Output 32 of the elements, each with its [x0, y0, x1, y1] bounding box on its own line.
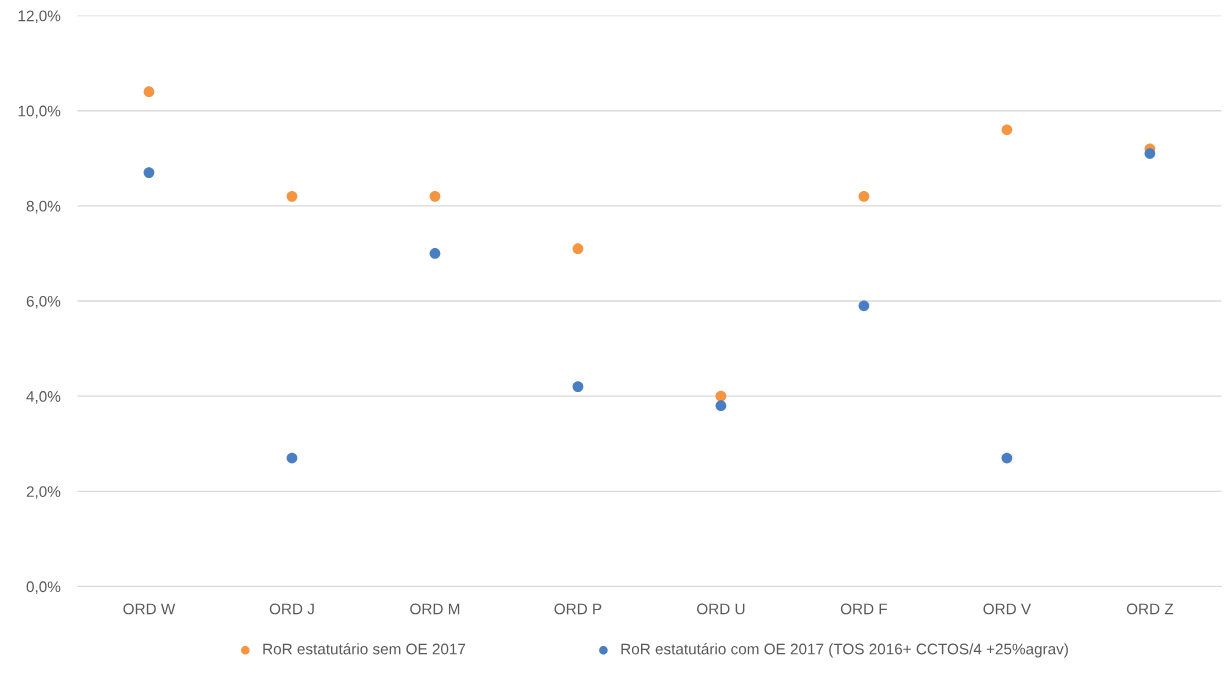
- point: [858, 300, 870, 312]
- point: [286, 190, 298, 202]
- y-tick-label: 10,0%: [18, 105, 61, 119]
- point: [1144, 148, 1156, 159]
- x-tick-label: ORD M: [410, 603, 460, 615]
- y-tick-label: 0,0%: [26, 581, 61, 594]
- point: [715, 390, 727, 402]
- point: [429, 190, 441, 202]
- y-tick-label: 4,0%: [26, 391, 61, 404]
- x-tick-label: ORD P: [554, 603, 602, 615]
- point: [858, 190, 870, 202]
- legend-label: RoR estatutário sem OE 2017: [263, 643, 466, 655]
- point: [143, 167, 155, 178]
- x-tick-label: ORD J: [269, 603, 314, 615]
- x-tick-label: ORD U: [697, 603, 745, 615]
- point: [286, 452, 298, 464]
- legend-label: RoR estatutário com OE 2017 (TOS 2016+ CCTOS/4 +25%agrav): [621, 643, 1068, 658]
- y-tick-label: 8,0%: [26, 200, 61, 214]
- point: [572, 381, 584, 393]
- point: [1001, 124, 1013, 136]
- x-tick-label: ORD V: [983, 603, 1032, 615]
- y-tick-label: 2,0%: [26, 486, 61, 499]
- y-tick-label: 6,0%: [26, 295, 61, 309]
- x-tick-label: ORD Z: [1126, 603, 1174, 615]
- point: [143, 86, 155, 98]
- point: [715, 400, 727, 412]
- x-tick-label: ORD F: [840, 603, 888, 615]
- y-tick-label: 12,0%: [18, 10, 61, 24]
- point: [572, 243, 584, 255]
- point: [1001, 452, 1013, 464]
- x-tick-label: ORD W: [123, 603, 176, 615]
- point: [429, 248, 441, 259]
